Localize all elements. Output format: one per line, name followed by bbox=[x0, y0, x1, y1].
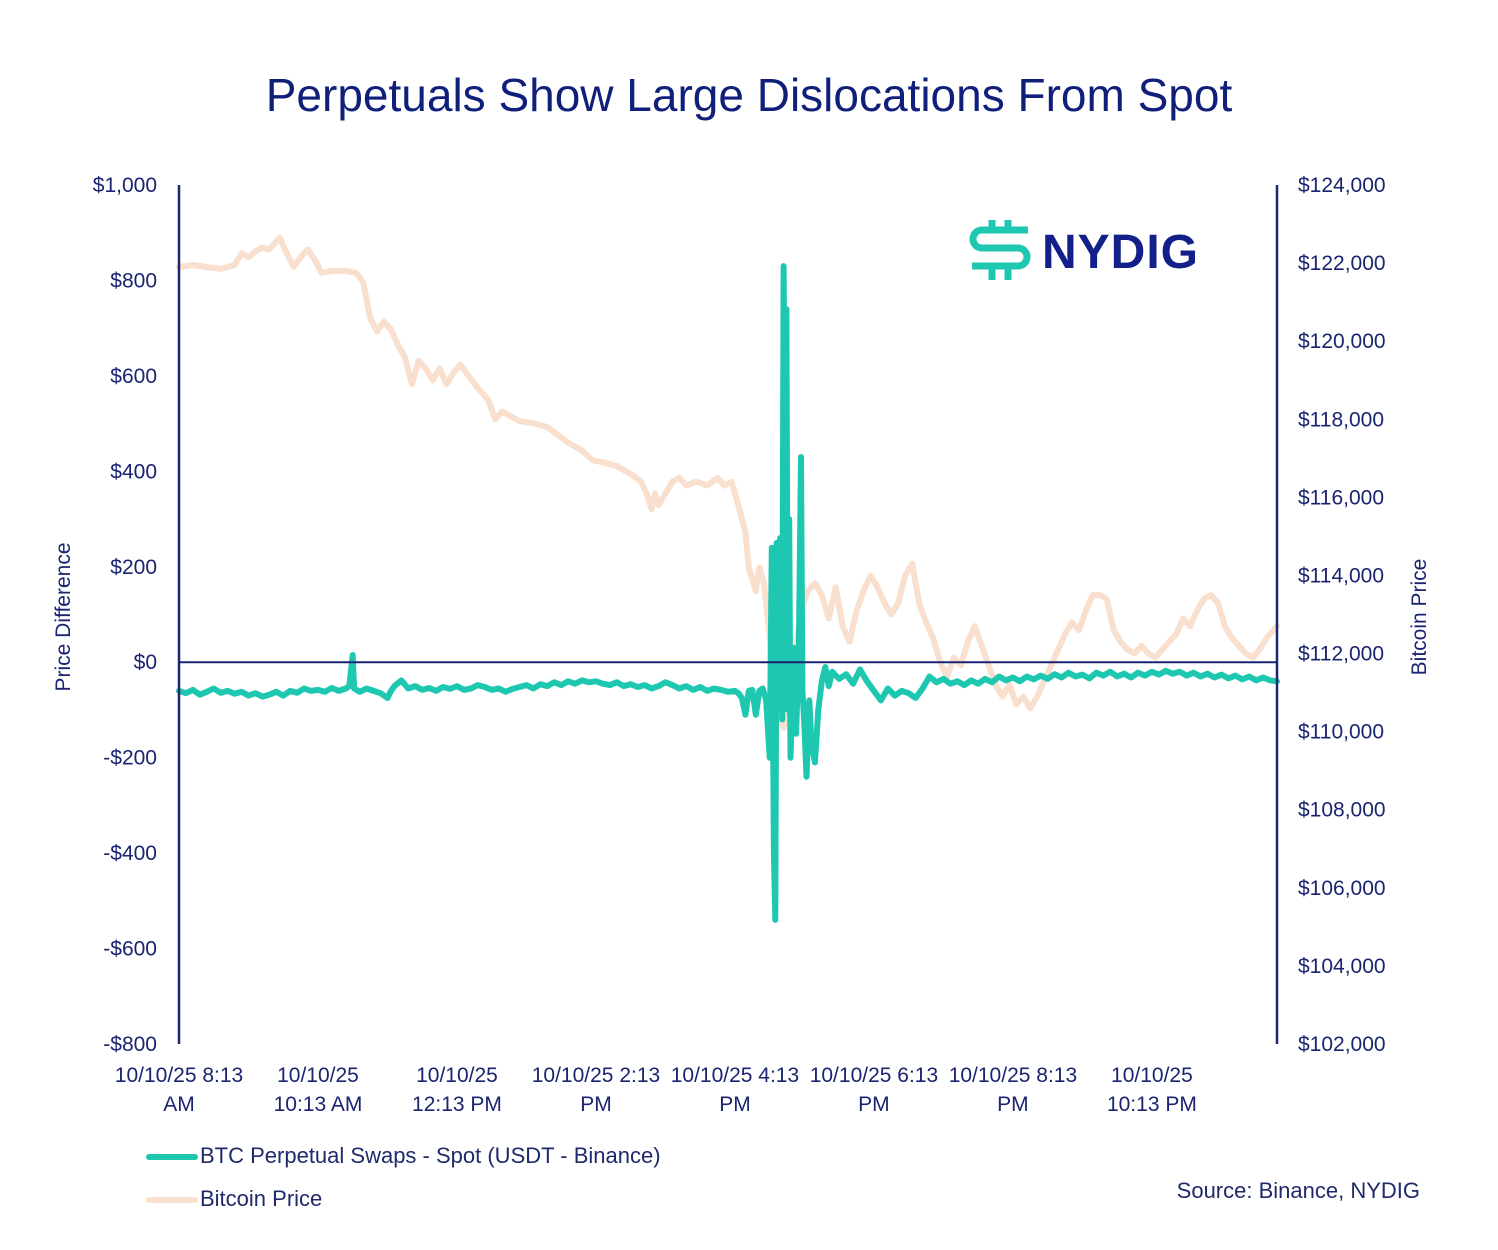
x-axis-tick-label: 10/10/25 6:13 PM bbox=[810, 1064, 938, 1116]
legend-label-perp-spot: BTC Perpetual Swaps - Spot (USDT - Binan… bbox=[200, 1143, 661, 1168]
x-axis-tick-label: 10/10/25 8:13 PM bbox=[949, 1064, 1077, 1116]
legend-swatch-bitcoin-price bbox=[146, 1197, 198, 1204]
right-axis-tick-label: $102,000 bbox=[1298, 1033, 1386, 1056]
left-axis-tick-label: $800 bbox=[110, 269, 157, 292]
right-axis-tick-label: $120,000 bbox=[1298, 330, 1386, 353]
series-line-perp-spot bbox=[176, 263, 1280, 923]
x-axis-tick-label: 10/10/25 10:13 AM bbox=[274, 1064, 363, 1116]
right-axis-tick-label: $114,000 bbox=[1298, 564, 1384, 587]
left-axis-tick-label: $0 bbox=[134, 651, 157, 674]
series-line-bitcoin-price bbox=[176, 234, 1280, 731]
right-axis-tick-label: $108,000 bbox=[1298, 799, 1386, 822]
right-axis-tick-label: $124,000 bbox=[1298, 174, 1386, 197]
left-axis-tick-label: $1,000 bbox=[93, 174, 157, 197]
nydig-logo: NYDIG bbox=[968, 218, 1199, 287]
left-axis-tick-label: -$200 bbox=[103, 747, 157, 770]
right-axis-tick-label: $118,000 bbox=[1298, 408, 1384, 431]
nydig-dollar-logo-icon bbox=[968, 218, 1032, 287]
left-axis-tick-label: -$800 bbox=[103, 1033, 157, 1056]
right-axis-tick-label: $104,000 bbox=[1298, 955, 1386, 978]
x-axis-tick-label: 10/10/25 12:13 PM bbox=[412, 1064, 502, 1116]
right-axis-tick-label: $116,000 bbox=[1298, 486, 1384, 509]
right-axis-tick-label: $106,000 bbox=[1298, 877, 1386, 900]
right-axis-tick-label: $112,000 bbox=[1298, 643, 1384, 666]
legend-swatch-perp-spot bbox=[146, 1154, 198, 1161]
left-axis-tick-label: $200 bbox=[110, 556, 157, 579]
right-axis-title: Bitcoin Price bbox=[1408, 559, 1431, 676]
nydig-logo-text: NYDIG bbox=[1042, 226, 1200, 279]
right-axis-tick-label: $110,000 bbox=[1298, 721, 1384, 744]
x-axis-tick-label: 10/10/25 4:13 PM bbox=[671, 1064, 799, 1116]
left-axis-tick-label: $400 bbox=[110, 460, 157, 483]
chart-title: Perpetuals Show Large Dislocations From … bbox=[265, 69, 1233, 121]
legend-item-bitcoin-price: Bitcoin Price bbox=[146, 1186, 322, 1212]
legend-item-perp-spot: BTC Perpetual Swaps - Spot (USDT - Binan… bbox=[146, 1143, 661, 1169]
x-axis-tick-label: 10/10/25 2:13 PM bbox=[532, 1064, 660, 1116]
legend-label-bitcoin-price: Bitcoin Price bbox=[200, 1186, 323, 1211]
left-axis-title: Price Difference bbox=[52, 542, 75, 691]
source-note: Source: Binance, NYDIG bbox=[1176, 1178, 1420, 1203]
left-axis-tick-label: -$600 bbox=[103, 938, 157, 961]
left-axis-tick-label: -$400 bbox=[103, 842, 157, 865]
x-axis-tick-label: 10/10/25 10:13 PM bbox=[1107, 1064, 1197, 1116]
right-axis-tick-label: $122,000 bbox=[1298, 252, 1386, 275]
x-axis-tick-label: 10/10/25 8:13 AM bbox=[115, 1064, 243, 1116]
left-axis-tick-label: $600 bbox=[110, 365, 157, 388]
